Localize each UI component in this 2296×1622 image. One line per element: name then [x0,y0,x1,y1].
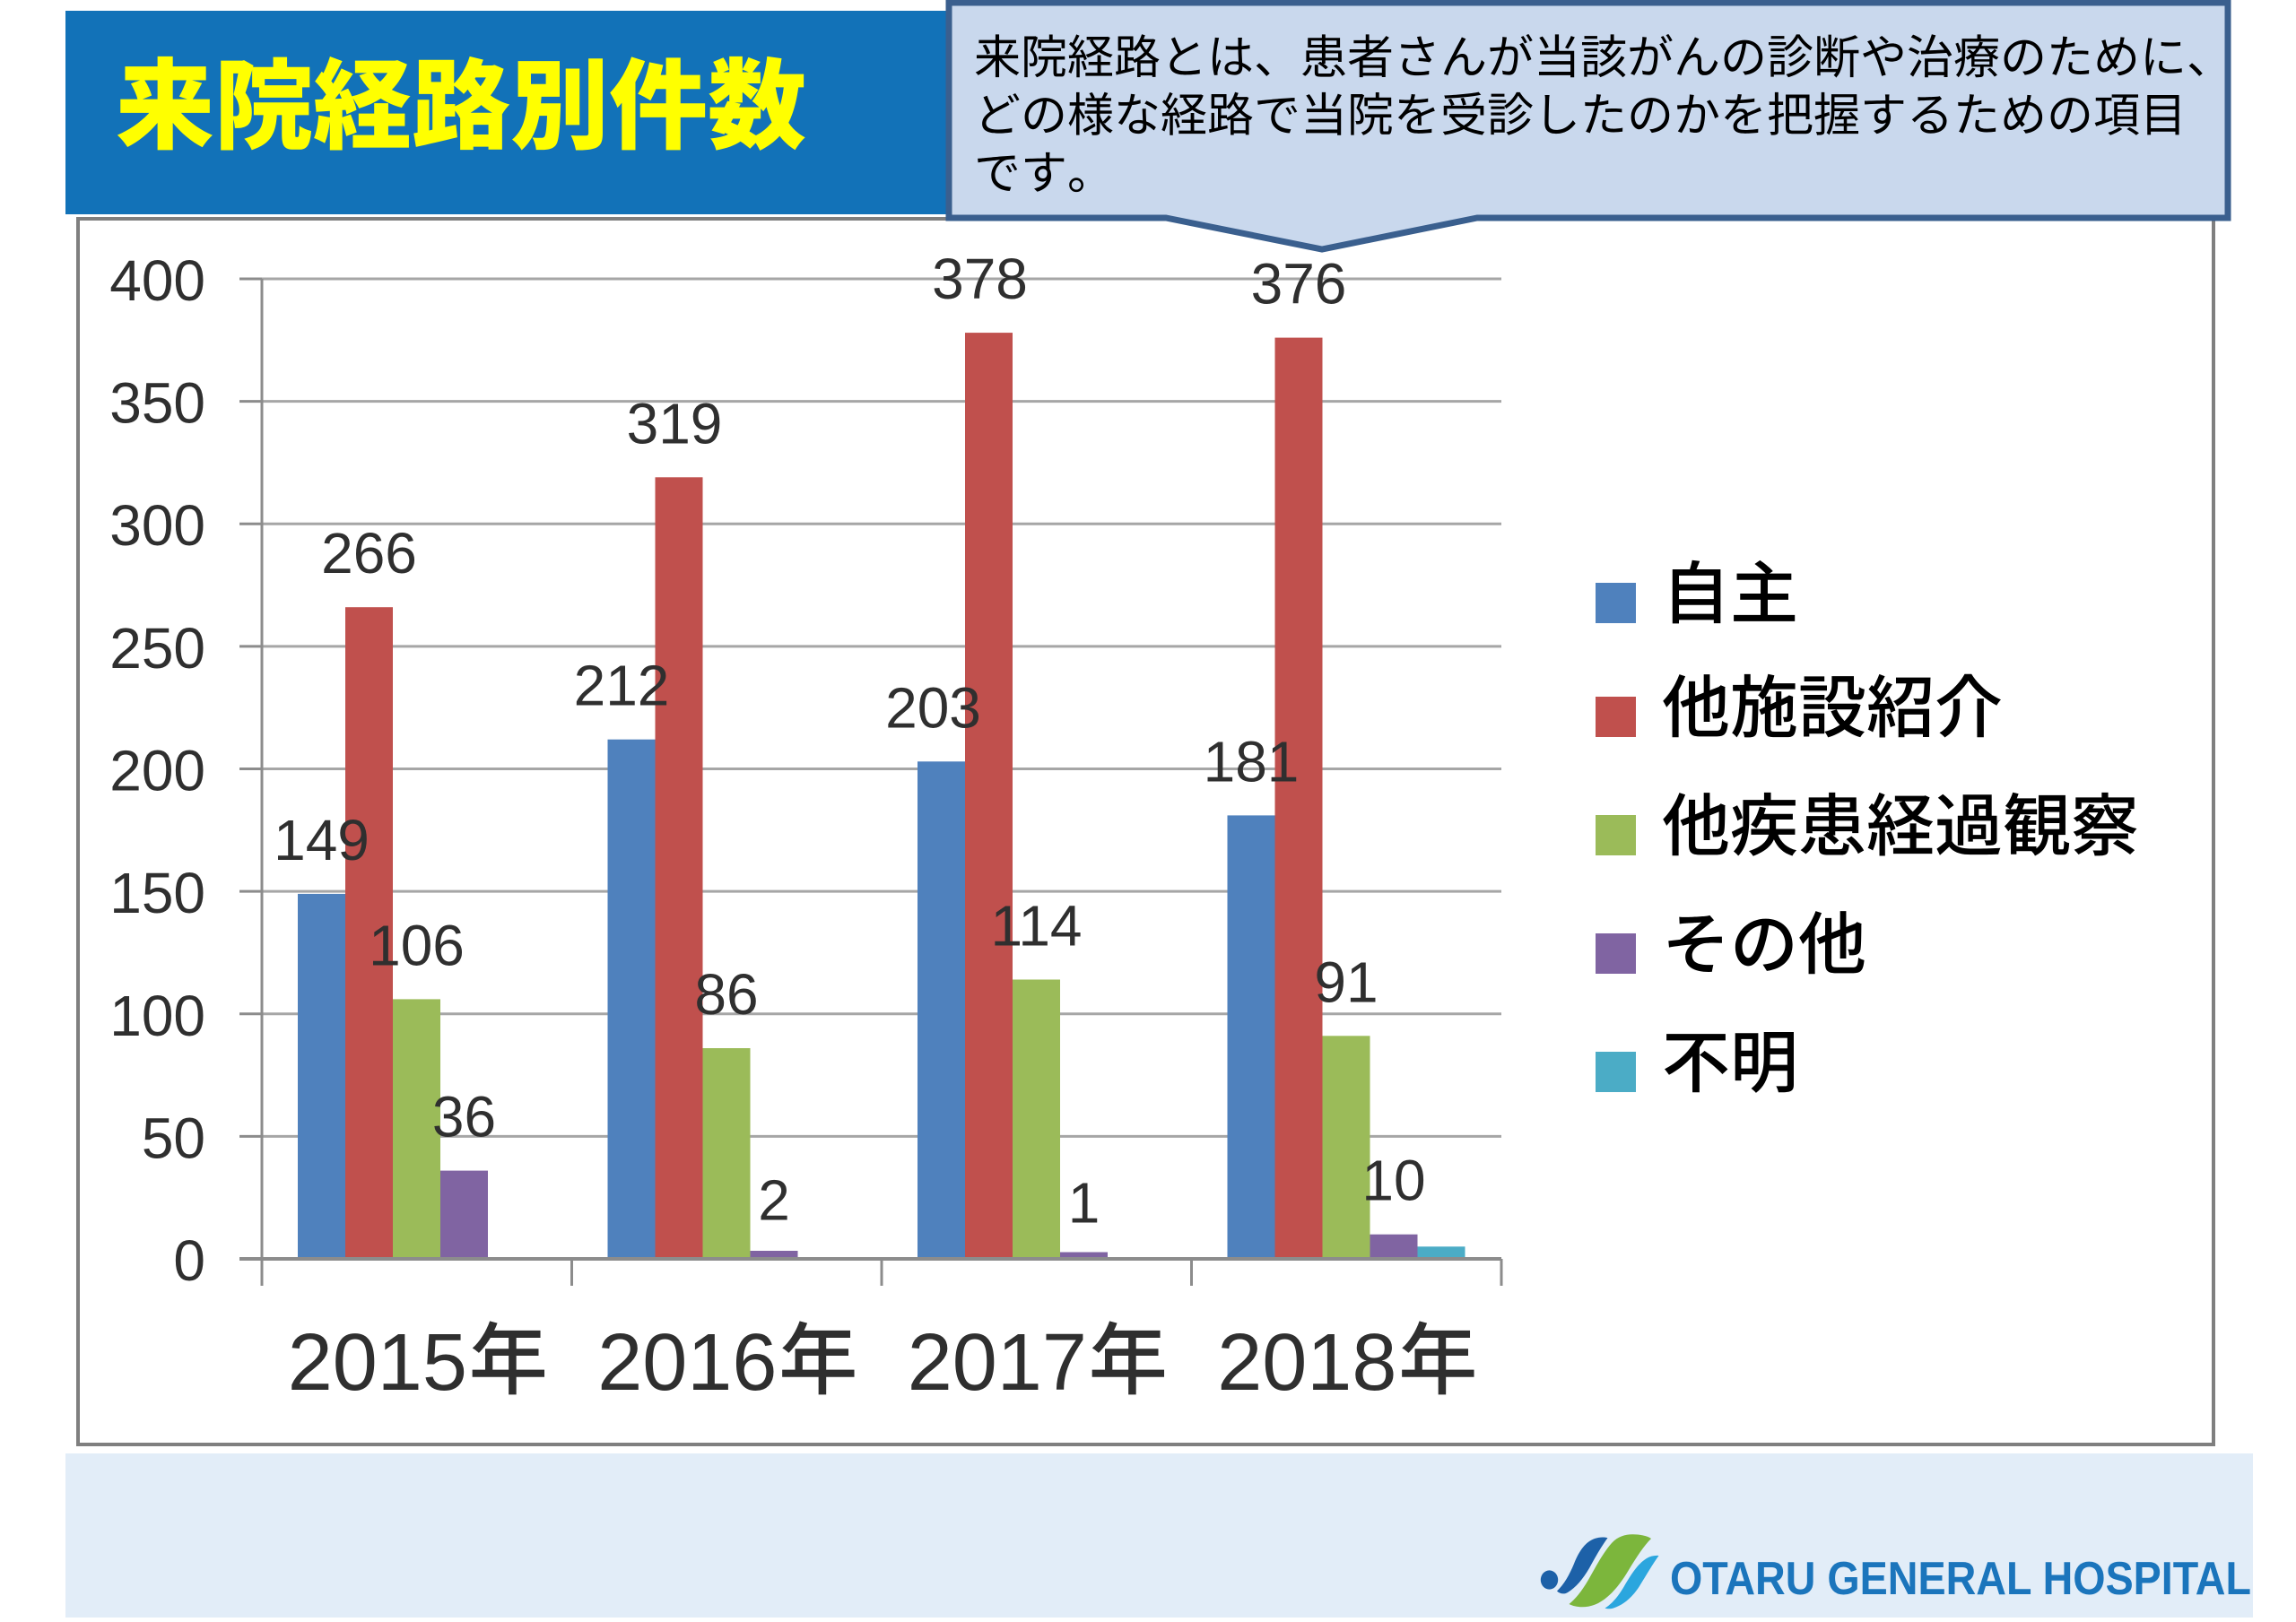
svg-text:2016: 2016 [597,1318,777,1408]
svg-text:149: 149 [274,808,370,872]
svg-text:OTARU GENERAL HOSPITAL: OTARU GENERAL HOSPITAL [1670,1553,2251,1605]
svg-text:266: 266 [321,521,417,585]
svg-text:106: 106 [369,913,465,977]
svg-text:203: 203 [885,675,981,740]
svg-text:376: 376 [1251,252,1347,317]
svg-text:86: 86 [694,962,758,1027]
svg-text:150: 150 [109,861,205,925]
svg-text:91: 91 [1314,950,1378,1014]
svg-text:50: 50 [142,1106,205,1170]
svg-text:350: 350 [109,371,205,436]
svg-text:2: 2 [758,1168,790,1233]
svg-text:114: 114 [990,894,1082,958]
svg-text:1: 1 [1068,1170,1100,1235]
svg-text:300: 300 [109,493,205,558]
svg-text:2017: 2017 [908,1318,1087,1408]
svg-text:100: 100 [109,984,205,1048]
svg-text:181: 181 [1204,729,1300,794]
svg-text:2018: 2018 [1217,1318,1396,1408]
svg-text:2015: 2015 [288,1318,467,1408]
svg-text:10: 10 [1361,1149,1425,1213]
svg-text:212: 212 [574,654,670,718]
svg-text:400: 400 [109,248,205,313]
svg-text:378: 378 [932,247,1028,311]
svg-text:319: 319 [627,391,723,455]
svg-text:250: 250 [109,616,205,681]
svg-text:0: 0 [173,1228,205,1293]
svg-text:200: 200 [109,739,205,803]
svg-text:36: 36 [432,1085,496,1149]
